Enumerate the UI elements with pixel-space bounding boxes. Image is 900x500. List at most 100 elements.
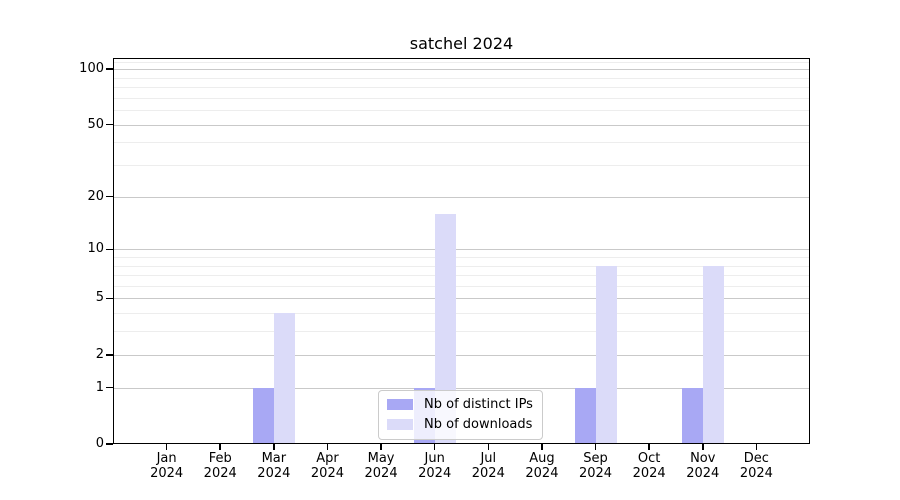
x-axis-tick <box>487 444 490 450</box>
x-tick-month: Jun <box>424 451 445 466</box>
legend-swatch-downloads <box>387 419 413 430</box>
x-tick-month: Oct <box>637 451 661 466</box>
y-axis-tick <box>106 123 113 126</box>
y-axis-tick-label: 10 <box>87 241 104 257</box>
bar-downloads <box>434 213 456 444</box>
x-axis-tick-label: Feb 2024 <box>192 451 248 481</box>
x-axis-tick-label: Nov 2024 <box>675 451 731 481</box>
x-axis-tick-label: Dec 2024 <box>728 451 784 481</box>
major-gridline <box>113 69 810 71</box>
y-axis-tick <box>106 248 113 250</box>
legend-label-downloads: Nb of downloads <box>424 417 533 432</box>
x-tick-month: Nov <box>690 451 716 466</box>
major-gridline <box>113 249 810 251</box>
x-axis-tick <box>219 444 221 450</box>
major-gridline <box>113 196 810 198</box>
x-tick-month: Mar <box>261 451 287 466</box>
bar-downloads <box>273 313 295 444</box>
minor-gridline <box>113 142 810 144</box>
minor-gridline <box>113 97 810 99</box>
y-axis-tick-label: 100 <box>79 61 104 77</box>
x-tick-year: 2024 <box>525 466 559 481</box>
chart-title: satchel 2024 <box>409 34 514 53</box>
x-axis-tick <box>433 444 436 450</box>
x-axis-tick-label: Jul 2024 <box>460 451 516 481</box>
y-axis-tick-label: 20 <box>87 188 104 204</box>
minor-gridline <box>113 285 810 287</box>
bar-downloads <box>702 265 724 444</box>
bar-distinct-ips <box>252 387 274 444</box>
x-tick-month: Jan <box>156 451 177 466</box>
minor-gridline <box>113 87 810 89</box>
y-axis-tick-label: 2 <box>95 346 104 362</box>
x-tick-month: Feb <box>208 451 232 466</box>
major-gridline <box>113 354 810 356</box>
x-axis-tick-label: Aug 2024 <box>514 451 570 481</box>
y-axis-tick <box>106 68 113 70</box>
x-tick-year: 2024 <box>632 466 666 481</box>
y-axis-tick-label: 50 <box>87 116 104 132</box>
x-tick-year: 2024 <box>310 466 344 481</box>
x-tick-year: 2024 <box>150 466 184 481</box>
x-axis-tick <box>165 444 168 450</box>
minor-gridline <box>113 331 810 333</box>
minor-gridline <box>113 275 810 277</box>
x-tick-year: 2024 <box>739 466 773 481</box>
x-axis-tick <box>273 444 275 450</box>
minor-gridline <box>113 257 810 258</box>
y-axis-tick <box>106 195 113 198</box>
x-axis-tick-label: Oct 2024 <box>621 451 677 481</box>
x-axis-tick-label: Sep 2024 <box>568 451 624 481</box>
x-axis-tick <box>648 444 650 450</box>
major-gridline <box>113 387 810 389</box>
x-axis-tick <box>594 444 597 450</box>
x-tick-month: Apr <box>316 451 339 466</box>
bar-distinct-ips <box>681 387 703 444</box>
x-axis-tick-label: Mar 2024 <box>246 451 302 481</box>
x-axis-tick-label: Jun 2024 <box>407 451 463 481</box>
x-tick-year: 2024 <box>578 466 613 481</box>
x-tick-year: 2024 <box>418 466 452 481</box>
legend-item-distinct-ips: Nb of distinct IPs <box>387 397 533 412</box>
minor-gridline <box>113 165 810 167</box>
x-axis-tick <box>702 444 704 450</box>
y-axis-tick-label: 1 <box>95 379 104 395</box>
x-tick-month: Aug <box>529 451 555 466</box>
y-axis-tick-label: 5 <box>95 290 104 306</box>
major-gridline <box>113 298 810 300</box>
x-tick-month: May <box>367 451 395 466</box>
x-tick-year: 2024 <box>257 466 291 481</box>
bar-downloads <box>595 265 617 444</box>
minor-gridline <box>113 313 810 315</box>
x-axis-tick-label: Jan 2024 <box>139 451 195 481</box>
y-axis-tick <box>106 297 113 300</box>
minor-gridline <box>113 110 810 112</box>
x-axis-tick-label: May 2024 <box>353 451 409 481</box>
x-tick-year: 2024 <box>364 466 398 481</box>
x-axis-tick <box>541 444 543 450</box>
legend: Nb of distinct IPs Nb of downloads <box>378 390 543 440</box>
x-tick-month: Jul <box>480 451 497 466</box>
minor-gridline <box>113 61 810 63</box>
minor-gridline <box>113 265 810 267</box>
x-tick-month: Sep <box>583 451 608 466</box>
x-tick-month: Dec <box>743 451 769 466</box>
x-tick-year: 2024 <box>686 466 720 481</box>
y-axis-tick-label: 0 <box>95 436 104 451</box>
x-axis-tick <box>380 444 382 450</box>
y-axis-tick <box>106 443 113 445</box>
bar-distinct-ips <box>574 387 596 444</box>
x-axis-tick-label: Apr 2024 <box>299 451 355 481</box>
legend-label-distinct-ips: Nb of distinct IPs <box>424 397 533 412</box>
x-tick-year: 2024 <box>471 466 505 481</box>
x-tick-year: 2024 <box>203 466 237 481</box>
legend-item-downloads: Nb of downloads <box>387 417 533 432</box>
y-axis-tick <box>106 354 113 356</box>
x-axis-tick <box>755 444 758 450</box>
x-axis-tick <box>326 444 329 450</box>
major-gridline <box>113 124 810 126</box>
y-axis-tick <box>106 386 113 389</box>
legend-swatch-distinct-ips <box>387 399 413 410</box>
minor-gridline <box>113 77 810 79</box>
